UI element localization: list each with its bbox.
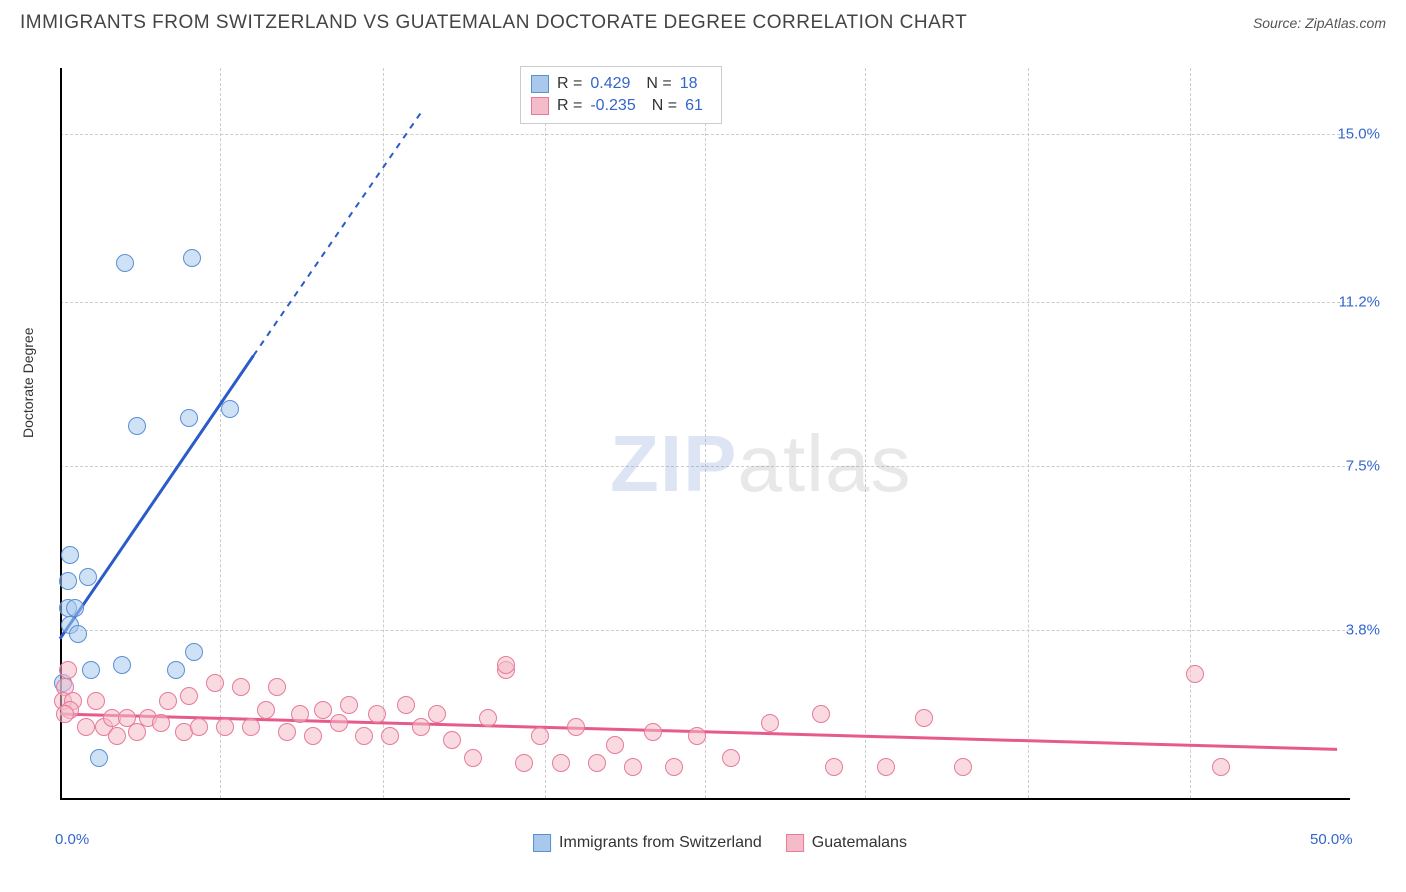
scatter-point-guatemalans xyxy=(624,758,642,776)
scatter-point-guatemalans xyxy=(268,678,286,696)
scatter-point-guatemalans xyxy=(665,758,683,776)
scatter-point-guatemalans xyxy=(278,723,296,741)
x-tick-label: 0.0% xyxy=(55,831,89,848)
y-tick-label: 15.0% xyxy=(1337,126,1380,143)
scatter-point-swiss xyxy=(66,599,84,617)
scatter-point-guatemalans xyxy=(314,701,332,719)
scatter-point-guatemalans xyxy=(232,678,250,696)
scatter-point-guatemalans xyxy=(216,718,234,736)
chart-area: Doctorate Degree 3.8%7.5%11.2%15.0%0.0%5… xyxy=(50,58,1390,858)
scatter-point-guatemalans xyxy=(515,754,533,772)
scatter-point-guatemalans xyxy=(812,705,830,723)
scatter-point-swiss xyxy=(128,417,146,435)
scatter-point-guatemalans xyxy=(56,705,74,723)
scatter-point-guatemalans xyxy=(644,723,662,741)
scatter-point-guatemalans xyxy=(340,696,358,714)
scatter-point-swiss xyxy=(59,572,77,590)
scatter-point-swiss xyxy=(61,546,79,564)
gridline-vertical xyxy=(705,68,706,798)
scatter-point-guatemalans xyxy=(567,718,585,736)
x-tick-label: 50.0% xyxy=(1310,831,1353,848)
gridline-vertical xyxy=(545,68,546,798)
y-tick-label: 11.2% xyxy=(1339,294,1380,311)
series-legend-item: Guatemalans xyxy=(786,834,907,852)
scatter-point-swiss xyxy=(113,656,131,674)
scatter-point-guatemalans xyxy=(368,705,386,723)
scatter-point-guatemalans xyxy=(257,701,275,719)
scatter-point-swiss xyxy=(221,400,239,418)
x-axis-line xyxy=(60,798,1350,800)
trend-lines xyxy=(50,58,1390,858)
scatter-point-swiss xyxy=(185,643,203,661)
scatter-point-guatemalans xyxy=(242,718,260,736)
scatter-point-guatemalans xyxy=(206,674,224,692)
y-tick-label: 7.5% xyxy=(1346,458,1380,475)
scatter-point-guatemalans xyxy=(606,736,624,754)
scatter-point-swiss xyxy=(167,661,185,679)
scatter-point-guatemalans xyxy=(688,727,706,745)
watermark: ZIPatlas xyxy=(610,418,911,510)
scatter-point-guatemalans xyxy=(1212,758,1230,776)
scatter-point-guatemalans xyxy=(77,718,95,736)
scatter-point-guatemalans xyxy=(304,727,322,745)
series-legend: Immigrants from Switzerland Guatemalans xyxy=(533,834,907,852)
correlation-legend: R = 0.429N = 18R = -0.235N = 61 xyxy=(520,66,722,124)
scatter-point-guatemalans xyxy=(180,687,198,705)
scatter-point-swiss xyxy=(69,625,87,643)
scatter-point-guatemalans xyxy=(479,709,497,727)
scatter-point-guatemalans xyxy=(108,727,126,745)
scatter-point-guatemalans xyxy=(355,727,373,745)
scatter-point-guatemalans xyxy=(397,696,415,714)
scatter-point-guatemalans xyxy=(152,714,170,732)
chart-header: IMMIGRANTS FROM SWITZERLAND VS GUATEMALA… xyxy=(0,0,1406,34)
legend-swatch xyxy=(786,834,804,852)
scatter-plot: 3.8% 7.5% 11.2% 15.0% 0.0% 50.0% ZIPatlas R = 0… xyxy=(50,58,1390,858)
gridline-vertical xyxy=(1190,68,1191,798)
scatter-point-swiss xyxy=(180,409,198,427)
scatter-point-guatemalans xyxy=(552,754,570,772)
scatter-point-guatemalans xyxy=(464,749,482,767)
scatter-point-swiss xyxy=(82,661,100,679)
scatter-point-guatemalans xyxy=(761,714,779,732)
scatter-point-guatemalans xyxy=(412,718,430,736)
y-tick-label: 3.8% xyxy=(1346,621,1380,638)
chart-source: Source: ZipAtlas.com xyxy=(1253,15,1386,31)
scatter-point-swiss xyxy=(79,568,97,586)
scatter-point-guatemalans xyxy=(497,656,515,674)
scatter-point-guatemalans xyxy=(915,709,933,727)
scatter-point-guatemalans xyxy=(291,705,309,723)
scatter-point-guatemalans xyxy=(443,731,461,749)
legend-swatch xyxy=(531,75,549,93)
scatter-point-guatemalans xyxy=(877,758,895,776)
gridline-vertical xyxy=(865,68,866,798)
correlation-legend-row: R = 0.429N = 18 xyxy=(531,73,711,95)
scatter-point-swiss xyxy=(116,254,134,272)
scatter-point-guatemalans xyxy=(159,692,177,710)
correlation-legend-row: R = -0.235N = 61 xyxy=(531,95,711,117)
legend-swatch xyxy=(533,834,551,852)
series-legend-item: Immigrants from Switzerland xyxy=(533,834,762,852)
scatter-point-guatemalans xyxy=(428,705,446,723)
gridline-vertical xyxy=(383,68,384,798)
scatter-point-guatemalans xyxy=(87,692,105,710)
scatter-point-guatemalans xyxy=(59,661,77,679)
legend-swatch xyxy=(531,97,549,115)
scatter-point-swiss xyxy=(90,749,108,767)
scatter-point-guatemalans xyxy=(954,758,972,776)
chart-title: IMMIGRANTS FROM SWITZERLAND VS GUATEMALA… xyxy=(20,12,967,34)
scatter-point-guatemalans xyxy=(531,727,549,745)
scatter-point-guatemalans xyxy=(381,727,399,745)
scatter-point-guatemalans xyxy=(588,754,606,772)
scatter-point-guatemalans xyxy=(330,714,348,732)
scatter-point-guatemalans xyxy=(190,718,208,736)
scatter-point-guatemalans xyxy=(722,749,740,767)
y-axis-label: Doctorate Degree xyxy=(20,327,36,438)
scatter-point-guatemalans xyxy=(1186,665,1204,683)
gridline-vertical xyxy=(1028,68,1029,798)
scatter-point-swiss xyxy=(183,249,201,267)
scatter-point-guatemalans xyxy=(825,758,843,776)
